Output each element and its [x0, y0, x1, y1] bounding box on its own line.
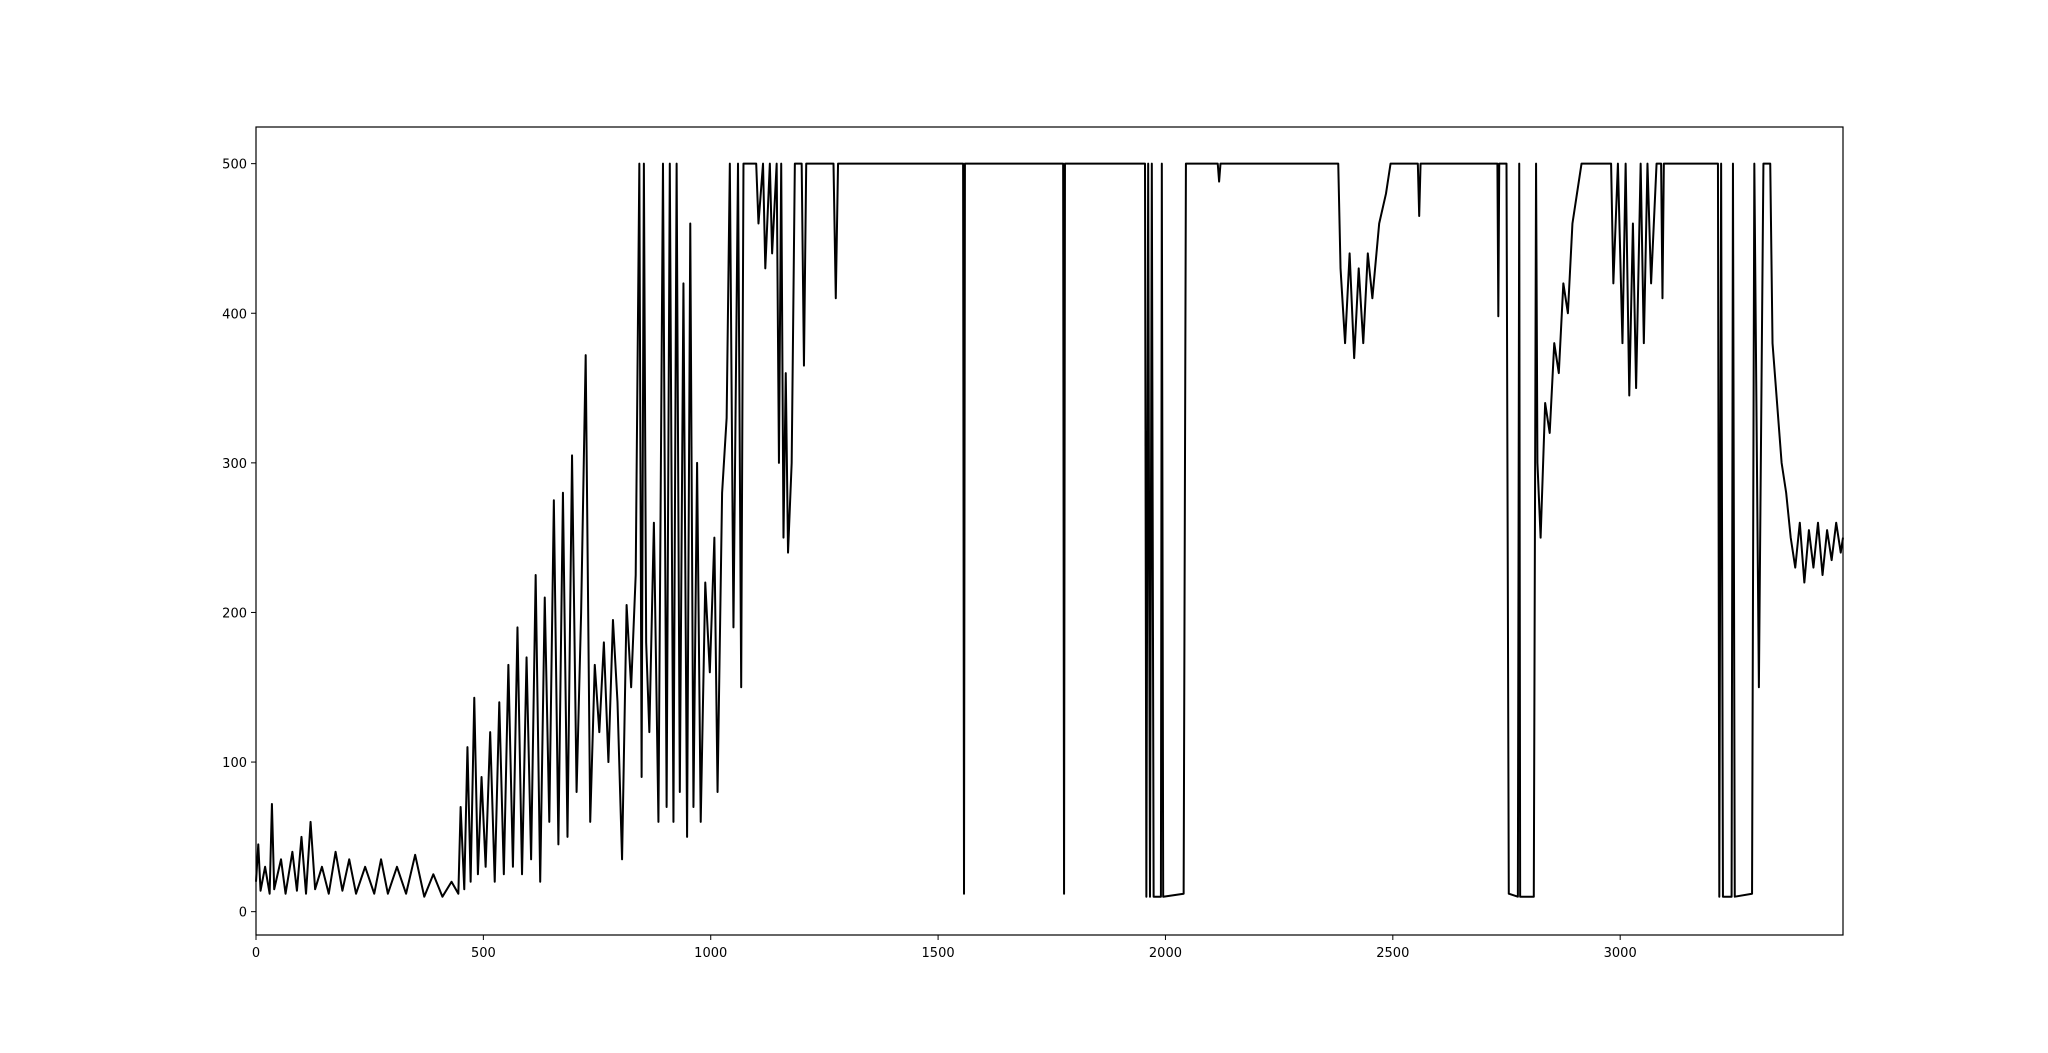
y-tick-label: 200 — [222, 606, 247, 621]
y-tick-label: 100 — [222, 756, 247, 771]
x-tick-label: 3000 — [1604, 946, 1637, 961]
x-tick-label: 2500 — [1376, 946, 1409, 961]
y-tick-label: 500 — [222, 158, 247, 173]
x-tick-label: 2000 — [1149, 946, 1182, 961]
y-tick-label: 0 — [239, 906, 247, 921]
y-tick-label: 400 — [222, 307, 247, 322]
x-tick-label: 1000 — [694, 946, 727, 961]
x-tick-label: 500 — [471, 946, 496, 961]
line-series — [255, 162, 1844, 898]
x-tick-label: 1500 — [922, 946, 955, 961]
y-tick-label: 300 — [222, 457, 247, 472]
plot-frame — [255, 126, 1844, 936]
x-tick-label: 0 — [252, 946, 260, 961]
